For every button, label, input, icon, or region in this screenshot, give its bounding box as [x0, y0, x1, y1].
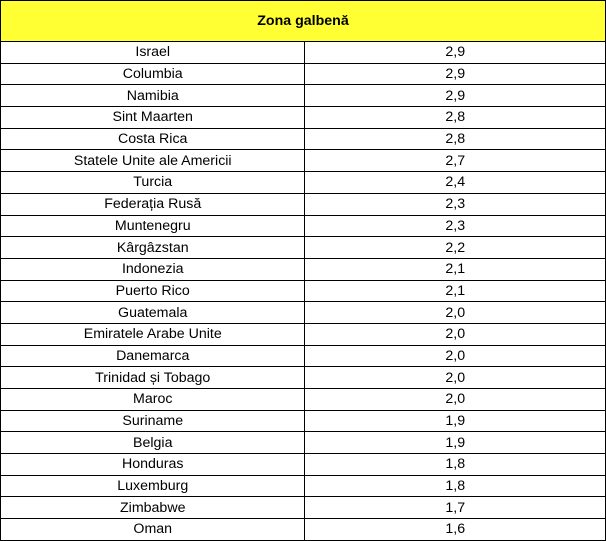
value-cell: 2,7 — [304, 149, 606, 173]
value-cell: 2,3 — [304, 214, 606, 238]
table-row: Namibia 2,9 — [0, 84, 606, 108]
value-cell: 2,0 — [304, 322, 606, 346]
value-cell: 2,3 — [304, 192, 606, 216]
table-row: Sint Maarten 2,8 — [0, 106, 606, 129]
table-row: Luxemburg 1,8 — [0, 474, 606, 498]
table-row: Trinidad și Tobago 2,0 — [0, 366, 606, 389]
country-cell: Columbia — [0, 62, 306, 86]
country-cell: Muntenegru — [0, 214, 306, 238]
country-cell: Israel — [0, 41, 306, 64]
table-row: Federația Rusă 2,3 — [0, 192, 606, 216]
country-cell: Puerto Rico — [0, 279, 306, 303]
table-header-row: Zona galbenă — [0, 0, 606, 42]
value-cell: 1,8 — [304, 453, 606, 476]
country-cell: Suriname — [0, 409, 306, 433]
country-cell: Namibia — [0, 84, 306, 108]
country-cell: Zimbabwe — [0, 496, 306, 520]
value-cell: 2,0 — [304, 366, 606, 389]
value-cell: 2,1 — [304, 279, 606, 303]
table-row: Turcia 2,4 — [0, 171, 606, 194]
value-cell: 2,2 — [304, 236, 606, 259]
country-cell: Oman — [0, 518, 306, 541]
table-row: Kârgâzstan 2,2 — [0, 236, 606, 259]
country-cell: Costa Rica — [0, 127, 306, 151]
table-row: Israel 2,9 — [0, 41, 606, 64]
value-cell: 2,0 — [304, 301, 606, 324]
value-cell: 1,9 — [304, 409, 606, 433]
table-row: Puerto Rico 2,1 — [0, 279, 606, 303]
table-row: Oman 1,6 — [0, 518, 606, 541]
value-cell: 2,8 — [304, 106, 606, 129]
value-cell: 2,0 — [304, 344, 606, 368]
country-cell: Emiratele Arabe Unite — [0, 322, 306, 346]
table-row: Zimbabwe 1,7 — [0, 496, 606, 520]
country-cell: Honduras — [0, 453, 306, 476]
value-cell: 1,9 — [304, 431, 606, 455]
table-body: Israel 2,9 Columbia 2,9 Namibia 2,9 Sint Maart… — [0, 41, 606, 541]
country-cell: Turcia — [0, 171, 306, 194]
country-cell: Indonezia — [0, 257, 306, 281]
table-row: Guatemala 2,0 — [0, 301, 606, 324]
table-header: Zona galbenă — [0, 0, 606, 42]
country-cell: Guatemala — [0, 301, 306, 324]
value-cell: 2,9 — [304, 62, 606, 86]
value-cell: 1,7 — [304, 496, 606, 520]
value-cell: 2,1 — [304, 257, 606, 281]
country-cell: Trinidad și Tobago — [0, 366, 306, 389]
country-cell: Sint Maarten — [0, 106, 306, 129]
country-cell: Belgia — [0, 431, 306, 455]
value-cell: 1,8 — [304, 474, 606, 498]
table-row: Honduras 1,8 — [0, 453, 606, 476]
table-row: Columbia 2,9 — [0, 62, 606, 86]
country-cell: Kârgâzstan — [0, 236, 306, 259]
table-row: Muntenegru 2,3 — [0, 214, 606, 238]
country-cell: Statele Unite ale Americii — [0, 149, 306, 173]
value-cell: 2,4 — [304, 171, 606, 194]
table-row: Costa Rica 2,8 — [0, 127, 606, 151]
country-cell: Luxemburg — [0, 474, 306, 498]
country-cell: Danemarca — [0, 344, 306, 368]
table-row: Belgia 1,9 — [0, 431, 606, 455]
country-cell: Maroc — [0, 388, 306, 411]
country-cell: Federația Rusă — [0, 192, 306, 216]
table-row: Indonezia 2,1 — [0, 257, 606, 281]
value-cell: 2,0 — [304, 388, 606, 411]
table-row: Emiratele Arabe Unite 2,0 — [0, 322, 606, 346]
value-cell: 2,8 — [304, 127, 606, 151]
table-row: Maroc 2,0 — [0, 388, 606, 411]
table-row: Statele Unite ale Americii 2,7 — [0, 149, 606, 173]
value-cell: 1,6 — [304, 518, 606, 541]
table-row: Danemarca 2,0 — [0, 344, 606, 368]
table-row: Suriname 1,9 — [0, 409, 606, 433]
value-cell: 2,9 — [304, 41, 606, 64]
value-cell: 2,9 — [304, 84, 606, 108]
